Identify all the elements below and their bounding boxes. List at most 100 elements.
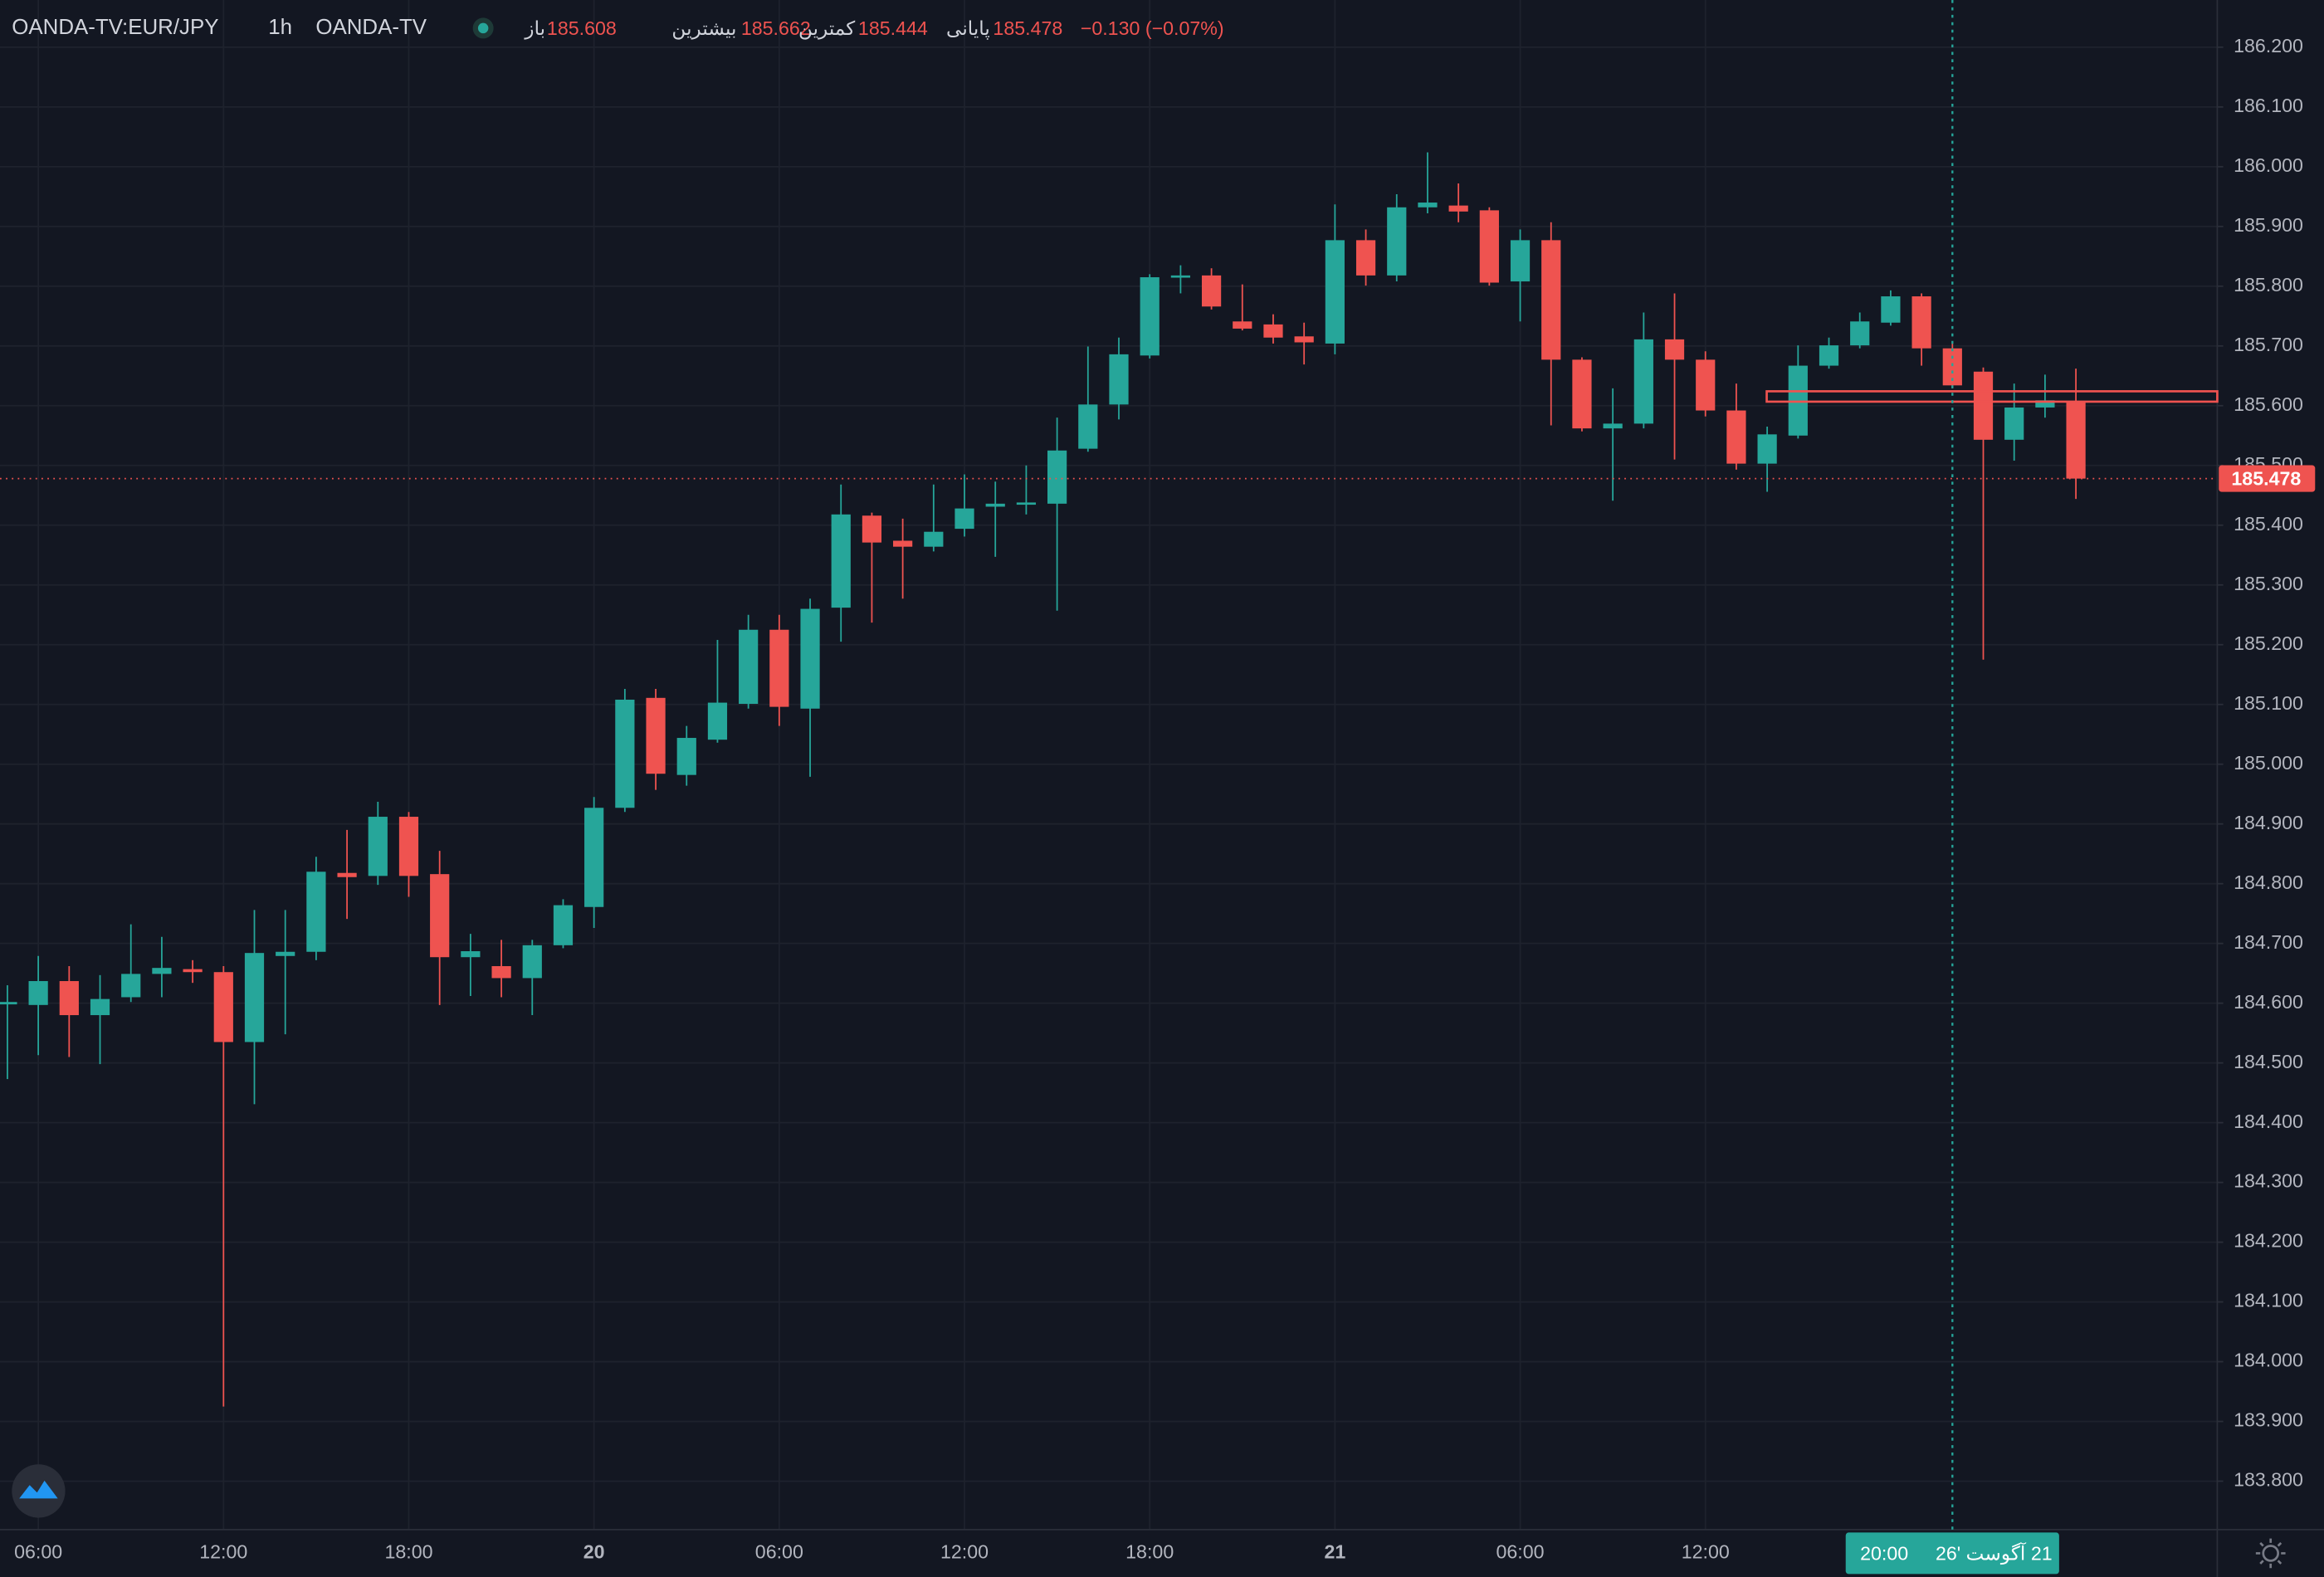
logo <box>12 1464 66 1518</box>
y-tick-label: 184.100 <box>2234 1290 2303 1311</box>
candle-body <box>430 874 450 958</box>
candle-body <box>1479 210 1499 283</box>
candle-body <box>893 540 913 547</box>
y-tick-label: 183.900 <box>2234 1409 2303 1431</box>
candle-body <box>1263 324 1283 338</box>
y-tick-label: 186.000 <box>2234 154 2303 176</box>
candle-body <box>553 905 574 945</box>
header: OANDA-TV:EUR/JPY 1h OANDA-TV باز 185.608… <box>12 16 1223 40</box>
y-tick-label: 184.200 <box>2234 1230 2303 1252</box>
candle-body <box>707 702 728 740</box>
candle-body <box>1973 371 1994 440</box>
candle-body <box>1757 434 1777 464</box>
y-tick-label: 185.000 <box>2234 752 2303 774</box>
candle-body <box>1448 205 1468 212</box>
y-tick-label: 184.400 <box>2234 1111 2303 1132</box>
candle-body <box>461 951 481 958</box>
candle-body <box>1387 207 1407 276</box>
symbol: OANDA-TV:EUR/JPY <box>12 16 218 39</box>
candle-body <box>276 951 295 956</box>
candle-body <box>213 972 233 1042</box>
y-tick-label: 185.400 <box>2234 513 2303 535</box>
x-tick-label: 06:00 <box>1496 1541 1545 1563</box>
candle-body <box>1294 336 1314 343</box>
y-tick-label: 184.500 <box>2234 1051 2303 1072</box>
candle-body <box>306 872 326 952</box>
candle-body <box>739 629 759 705</box>
y-tick-label: 185.900 <box>2234 214 2303 236</box>
candle-body <box>1355 240 1376 276</box>
y-tick-label: 183.800 <box>2234 1469 2303 1491</box>
last-price-tag <box>2219 465 2316 492</box>
settings-icon <box>2255 1538 2286 1569</box>
open-label: باز <box>524 17 545 40</box>
x-tick-label: 21 <box>1324 1541 1345 1563</box>
y-tick-label: 184.600 <box>2234 991 2303 1013</box>
candle-body <box>1140 277 1160 356</box>
x-tick-label: 12:00 <box>940 1541 989 1563</box>
low-value: 185.444 <box>858 17 928 39</box>
y-tick-label: 185.800 <box>2234 274 2303 295</box>
candle-body <box>398 817 419 876</box>
y-tick-label: 184.300 <box>2234 1170 2303 1192</box>
candle-body <box>1109 354 1129 405</box>
candle-body <box>769 629 789 707</box>
candle-body <box>121 974 141 998</box>
change: −0.130 (−0.07%) <box>1081 17 1224 39</box>
candle-body <box>646 697 666 774</box>
candle-body <box>1078 404 1098 449</box>
y-tick-label: 184.000 <box>2234 1350 2303 1371</box>
candle-body <box>2004 407 2024 440</box>
candle-body <box>1047 450 1067 504</box>
candle-body <box>1325 240 1345 344</box>
x-tick-label: 12:00 <box>199 1541 247 1563</box>
candle-body <box>1911 296 1931 349</box>
rectangle-drawing <box>1765 390 2219 403</box>
x-tick-label: 20 <box>583 1541 605 1563</box>
y-tick-label: 186.100 <box>2234 95 2303 116</box>
y-tick-label: 185.300 <box>2234 573 2303 594</box>
candle-body <box>1572 359 1592 429</box>
low-label: کمترین <box>798 17 855 40</box>
x-tick-label: 06:00 <box>755 1541 803 1563</box>
candle-body <box>337 872 357 877</box>
exchange: OANDA-TV <box>315 16 427 39</box>
candle-body <box>2035 400 2055 408</box>
candle-body <box>1541 240 1561 360</box>
y-tick-label: 186.200 <box>2234 35 2303 56</box>
close-label: پایانی <box>946 17 990 40</box>
candle-body <box>1633 339 1653 424</box>
x-tick-label: 12:00 <box>1682 1541 1730 1563</box>
candle-body <box>1170 275 1190 278</box>
y-tick-label: 184.700 <box>2234 931 2303 953</box>
candle-body <box>615 699 635 808</box>
candle-body <box>954 508 974 530</box>
candle-body <box>1664 339 1685 360</box>
crosshair-date: 21 آگوست '26 <box>1936 1541 2053 1565</box>
candle-body <box>676 738 696 775</box>
candle-body <box>522 945 542 979</box>
crosshair-tag <box>1845 1532 2059 1575</box>
candle-body <box>1696 359 1716 411</box>
candles <box>0 152 2086 1407</box>
candle-body <box>244 953 265 1042</box>
candle-body <box>584 808 604 907</box>
candle-body <box>985 503 1005 507</box>
high-value: 185.662 <box>741 17 811 39</box>
candle-body <box>1881 296 1901 323</box>
candle-body <box>831 514 851 608</box>
candle-body <box>1418 203 1438 208</box>
candle-body <box>28 981 48 1005</box>
high-label: بیشترین <box>671 17 736 40</box>
y-tick-label: 185.600 <box>2234 393 2303 415</box>
candle-body <box>800 608 820 709</box>
x-tick-label: 18:00 <box>1125 1541 1174 1563</box>
candle-body <box>90 998 110 1016</box>
candle-body <box>0 1002 17 1005</box>
candle-body <box>862 515 882 543</box>
y-tick-label: 185.100 <box>2234 692 2303 714</box>
